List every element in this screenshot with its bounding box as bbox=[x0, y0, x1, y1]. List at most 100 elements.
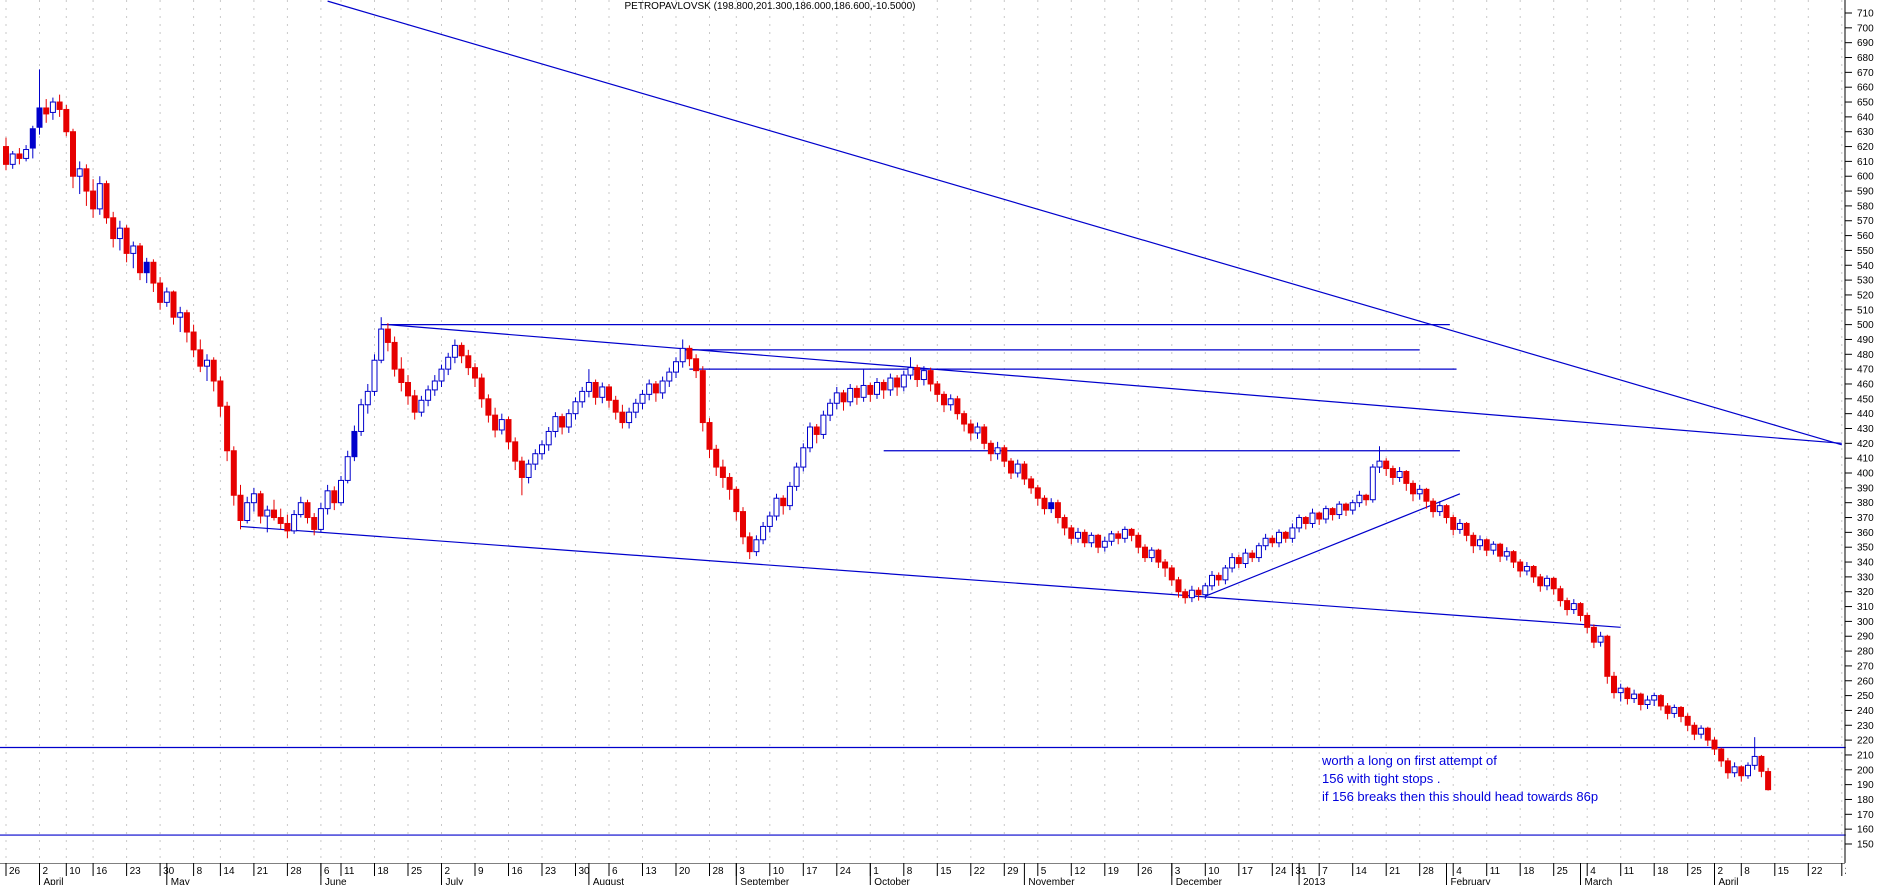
week-tick-label: 29 bbox=[1845, 866, 1857, 877]
candle-up bbox=[1188, 589, 1195, 599]
candle-up bbox=[1570, 603, 1577, 611]
candle-down bbox=[210, 359, 217, 382]
candle-up bbox=[96, 183, 103, 210]
y-axis: 710 700 690 680 670 660 650 640 630 620 610 600 590 5… bbox=[1844, 0, 1874, 863]
candle-down bbox=[1450, 517, 1457, 530]
candle-up bbox=[445, 356, 452, 370]
candle-up bbox=[451, 344, 458, 358]
week-tick-label: 31 bbox=[1295, 866, 1307, 877]
month-label: February bbox=[1451, 877, 1491, 885]
y-tick-label: 590 bbox=[1857, 187, 1874, 198]
candle-down bbox=[230, 450, 237, 496]
candle-up bbox=[1209, 574, 1215, 587]
candle-up bbox=[1396, 471, 1403, 478]
candle-down bbox=[726, 476, 733, 490]
candle-up bbox=[1617, 687, 1624, 694]
candle-down bbox=[699, 370, 706, 424]
candle-up bbox=[1255, 545, 1262, 559]
candle-up bbox=[565, 413, 572, 428]
y-tick-label: 510 bbox=[1857, 305, 1874, 316]
candle-up bbox=[1088, 534, 1095, 544]
candle-down bbox=[706, 422, 713, 450]
y-tick-label: 310 bbox=[1857, 602, 1874, 613]
candle-up bbox=[679, 347, 686, 363]
candle-up bbox=[1336, 503, 1343, 516]
x-axis: 26 2 10 16 23 30 8 14 21 28 6 11 18 25 2 9 16 23 30 6 13 20 28… bbox=[0, 863, 1857, 885]
candle-down bbox=[458, 344, 465, 357]
candle-up bbox=[163, 291, 170, 303]
candle-down bbox=[391, 341, 398, 370]
candle-down bbox=[853, 387, 860, 398]
candle-down bbox=[1738, 766, 1745, 777]
y-tick-label: 200 bbox=[1857, 765, 1874, 776]
y-tick-label: 240 bbox=[1857, 706, 1874, 717]
week-tick-label: 14 bbox=[1356, 866, 1368, 877]
candle-up bbox=[1349, 502, 1356, 511]
candles bbox=[3, 69, 1772, 791]
candle-up bbox=[673, 361, 679, 373]
month-label: May bbox=[171, 877, 190, 885]
candle-up bbox=[244, 502, 251, 521]
week-tick-label: 19 bbox=[1108, 866, 1120, 877]
candle-down bbox=[137, 245, 143, 274]
candle-up bbox=[1376, 460, 1383, 468]
candle-down bbox=[505, 419, 512, 443]
candle-up bbox=[1356, 494, 1363, 504]
y-tick-label: 520 bbox=[1857, 290, 1874, 301]
candle-down bbox=[1182, 591, 1189, 599]
candle-down bbox=[1389, 468, 1396, 478]
candle-down bbox=[1135, 534, 1142, 548]
month-label: December bbox=[1176, 877, 1223, 885]
candle-up bbox=[753, 539, 760, 553]
candle-down bbox=[1664, 705, 1671, 714]
candle-down bbox=[713, 448, 720, 468]
week-tick-label: 30 bbox=[163, 866, 175, 877]
candle-up bbox=[874, 381, 880, 395]
candle-up bbox=[666, 371, 673, 382]
week-tick-label: 18 bbox=[1657, 866, 1669, 877]
candle-up bbox=[793, 466, 800, 487]
annotation-line-3: if 156 breaks then this should head towa… bbox=[1322, 789, 1599, 804]
candle-down bbox=[217, 380, 224, 407]
month-label: November bbox=[1028, 877, 1075, 885]
week-tick-label: 11 bbox=[1624, 866, 1635, 877]
candle-down bbox=[384, 328, 391, 343]
candle-up bbox=[1242, 552, 1249, 565]
candle-up bbox=[29, 128, 36, 149]
week-tick-label: 3 bbox=[739, 866, 745, 877]
candle-down bbox=[1081, 531, 1088, 544]
candle-down bbox=[512, 441, 519, 462]
candle-up bbox=[250, 493, 257, 504]
y-tick-label: 270 bbox=[1857, 661, 1874, 672]
candle-down bbox=[43, 107, 50, 115]
week-tick-label: 20 bbox=[679, 866, 691, 877]
candle-up bbox=[632, 402, 639, 413]
candle-down bbox=[150, 261, 157, 284]
y-tick-label: 190 bbox=[1857, 780, 1874, 791]
candle-up bbox=[1222, 567, 1229, 581]
week-tick-label: 26 bbox=[1141, 866, 1153, 877]
month-label: July bbox=[446, 877, 464, 885]
week-tick-label: 24 bbox=[1275, 866, 1287, 877]
candle-up bbox=[539, 444, 545, 455]
candle-down bbox=[559, 416, 566, 428]
y-tick-label: 560 bbox=[1857, 231, 1874, 242]
candle-down bbox=[1021, 463, 1028, 480]
week-tick-label: 2 bbox=[445, 866, 451, 877]
y-tick-label: 480 bbox=[1857, 350, 1874, 361]
candle-up bbox=[498, 419, 505, 431]
y-tick-label: 250 bbox=[1857, 691, 1874, 702]
week-tick-label: 28 bbox=[713, 866, 725, 877]
candle-down bbox=[1363, 494, 1370, 501]
candle-down bbox=[1383, 460, 1390, 470]
candle-down bbox=[411, 395, 418, 413]
week-tick-label: 16 bbox=[512, 866, 524, 877]
candle-up bbox=[1048, 502, 1055, 510]
candle-down bbox=[1142, 546, 1148, 559]
candle-down bbox=[840, 392, 847, 403]
week-tick-label: 17 bbox=[1242, 866, 1254, 877]
week-tick-label: 6 bbox=[324, 866, 330, 877]
candle-up bbox=[1262, 537, 1269, 547]
week-tick-label: 12 bbox=[1074, 866, 1086, 877]
